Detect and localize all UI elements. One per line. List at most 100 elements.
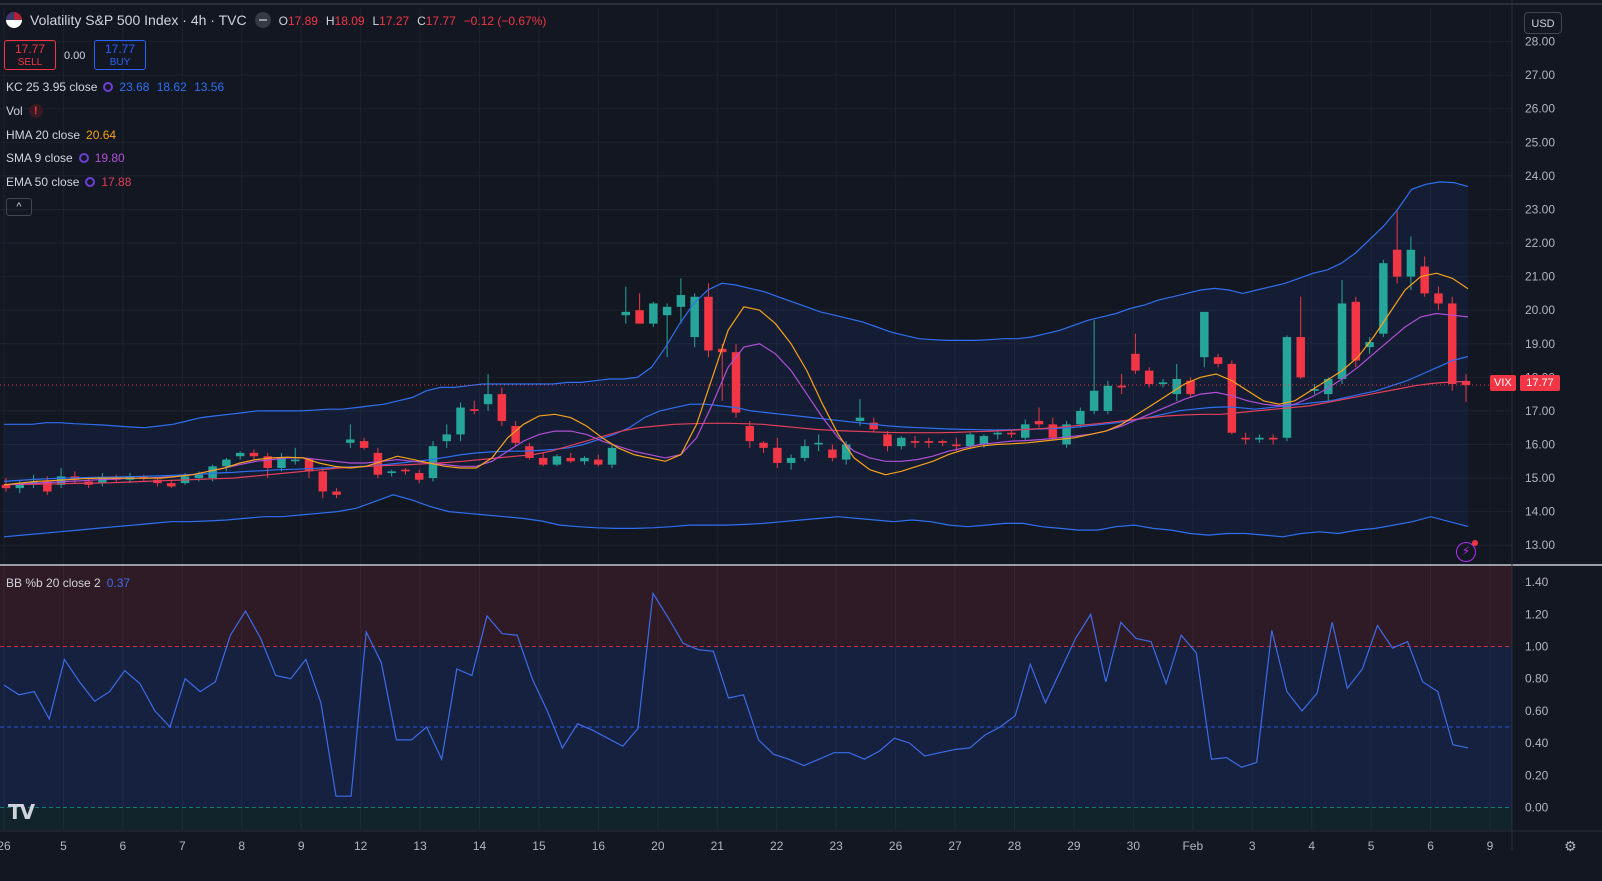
ohlc-open-value: 17.89 [287, 14, 318, 28]
ohlc-low-value: 17.27 [379, 14, 410, 28]
candle-body [15, 483, 25, 489]
symbol-header: Volatility S&P 500 Index · 4h · TVC O17.… [6, 12, 550, 28]
collapse-legend-button[interactable]: ^ [6, 198, 32, 216]
candle-body [456, 407, 465, 435]
us-flag-icon [6, 12, 22, 28]
vol-label: Vol [6, 104, 23, 118]
ohlc-close-key: C [417, 14, 426, 28]
price-axis-tick: 14.00 [1525, 505, 1555, 519]
collapse-dot-icon[interactable] [254, 12, 271, 28]
candle-body [662, 306, 672, 316]
price-axis-tick: 16.00 [1525, 437, 1555, 451]
bb-label: BB %b 20 close 2 [6, 576, 101, 590]
legend-vol[interactable]: Vol ! [6, 104, 43, 118]
time-axis-tick: 15 [532, 839, 546, 853]
legend-hma[interactable]: HMA 20 close 20.64 [6, 128, 116, 142]
time-axis-tick: 26 [0, 839, 11, 853]
time-axis-tick: 30 [1127, 839, 1141, 853]
candle-body [167, 483, 176, 487]
candle-body [470, 409, 479, 411]
time-axis-tick: 6 [1427, 839, 1434, 853]
legend-kc[interactable]: KC 25 3.95 close 23.68 18.62 13.56 [6, 80, 224, 94]
bb-axis-tick: 0.60 [1525, 704, 1549, 718]
candle-body [373, 452, 383, 475]
time-axis-tick: 27 [948, 839, 962, 853]
candle-body [442, 434, 451, 442]
ohlc-high-key: H [325, 14, 335, 28]
candle-body [1255, 437, 1264, 440]
candle-body [194, 474, 204, 479]
sma-settings-icon[interactable] [78, 153, 89, 163]
candle-body [1434, 293, 1443, 304]
symbol-title[interactable]: Volatility S&P 500 Index · 4h · TVC [30, 12, 247, 28]
time-axis-tick: 21 [711, 839, 725, 853]
candle-body [952, 444, 961, 447]
buy-button[interactable]: 17.77 BUY [94, 40, 146, 70]
candle-body [1337, 303, 1347, 380]
candle-body [1310, 389, 1319, 391]
hma-label: HMA 20 close [6, 128, 81, 142]
candle-body [635, 310, 644, 324]
ohlc-low-key: L [372, 14, 380, 28]
candle-body [841, 444, 851, 460]
legend-sma[interactable]: SMA 9 close 19.80 [6, 151, 125, 165]
flash-alert-icon[interactable]: ⚡ [1456, 540, 1478, 562]
candle-body [1296, 337, 1305, 378]
time-axis-tick: 13 [413, 839, 427, 853]
price-axis-tick: 15.00 [1525, 471, 1555, 485]
ohlc-high-value: 18.09 [334, 14, 365, 28]
vol-warning-icon[interactable]: ! [28, 104, 43, 118]
kc-lower-line [3, 494, 1469, 538]
time-axis-tick: 29 [1067, 839, 1081, 853]
settings-gear-icon[interactable]: ⚙ [1564, 838, 1577, 854]
price-axis-tick: 22.00 [1525, 236, 1555, 250]
candle-body [1076, 410, 1085, 425]
candle-body [855, 417, 865, 421]
kc-settings-icon[interactable] [103, 82, 114, 92]
bb-axis-tick: 0.40 [1525, 736, 1549, 750]
candle-body [924, 441, 934, 443]
bb-axis-tick: 1.40 [1525, 575, 1549, 589]
candle-body [497, 394, 507, 421]
candle-body [346, 439, 355, 443]
price-axis-tick: 25.00 [1525, 135, 1555, 149]
ohlc-change: −0.12 (−0.67%) [463, 14, 547, 28]
candle-body [332, 491, 341, 495]
legend-bb[interactable]: BB %b 20 close 2 0.37 [6, 576, 130, 590]
candle-body [1379, 263, 1388, 334]
candle-body [566, 457, 575, 462]
time-axis-tick: 5 [1368, 839, 1375, 853]
time-axis-tick: 9 [298, 839, 305, 853]
bb-overbought-zone [0, 566, 1512, 647]
time-axis-tick: 3 [1249, 839, 1256, 853]
candle-body [483, 394, 493, 405]
ema-settings-icon[interactable] [85, 177, 96, 187]
candle-body [745, 426, 755, 442]
sell-button[interactable]: 17.77 SELL [4, 40, 56, 70]
candle-body [1117, 385, 1126, 388]
bb-oversold-zone [0, 807, 1512, 830]
candle-body [538, 457, 548, 465]
currency-selector[interactable]: USD [1524, 12, 1562, 34]
candle-body [1, 484, 11, 489]
candle-body [552, 456, 562, 465]
candle-body [1131, 353, 1140, 371]
time-axis-tick: Feb [1182, 839, 1203, 853]
tradingview-logo: TV [8, 800, 35, 824]
time-axis-tick: 14 [473, 839, 487, 853]
price-axis-tick: 23.00 [1525, 202, 1555, 216]
candle-body [759, 442, 768, 448]
candle-body [594, 459, 603, 465]
sma-line [3, 312, 1469, 486]
candle-body [1241, 437, 1250, 440]
sell-label: SELL [17, 57, 43, 68]
candle-body [414, 473, 424, 480]
kc-values: 23.68 18.62 13.56 [119, 80, 225, 94]
symbol-price-tag: VIX [1490, 375, 1516, 391]
legend-ema[interactable]: EMA 50 close 17.88 [6, 175, 131, 189]
candle-body [910, 441, 920, 443]
candle-body [1172, 379, 1181, 395]
ema-label: EMA 50 close [6, 175, 80, 189]
